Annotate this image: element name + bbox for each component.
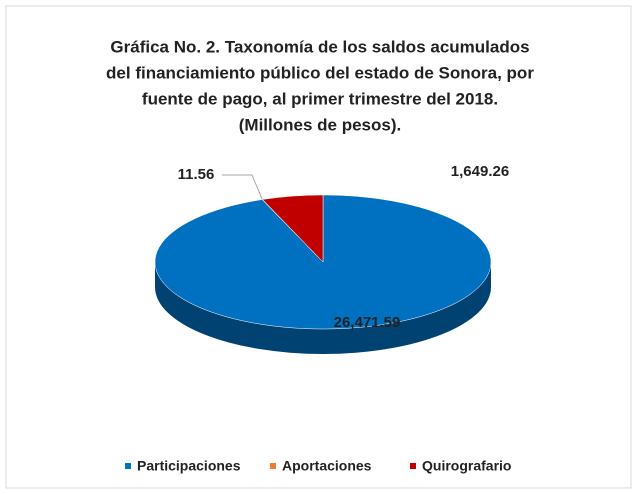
data-label: 26,471.59: [334, 314, 401, 331]
chart-title: del financiamiento público del estado de…: [106, 63, 534, 82]
slice: [261, 194, 324, 263]
chart-title: Gráfica No. 2. Taxonomía de los saldos a…: [110, 37, 529, 56]
legend-label: Participaciones: [137, 458, 241, 474]
legend-swatch: [270, 463, 276, 469]
data-label: 1,649.26: [451, 163, 509, 180]
slice-side: [155, 262, 491, 354]
legend-swatch: [410, 463, 416, 469]
legend-swatch: [125, 463, 131, 469]
legend-label: Aportaciones: [282, 458, 372, 474]
data-label: 11.56: [178, 166, 215, 183]
chart-title: fuente de pago, al primer trimestre del …: [142, 89, 498, 108]
chart-title: (Millones de pesos).: [239, 115, 401, 134]
leader-line: [222, 174, 263, 200]
legend-label: Quirografario: [422, 458, 511, 474]
